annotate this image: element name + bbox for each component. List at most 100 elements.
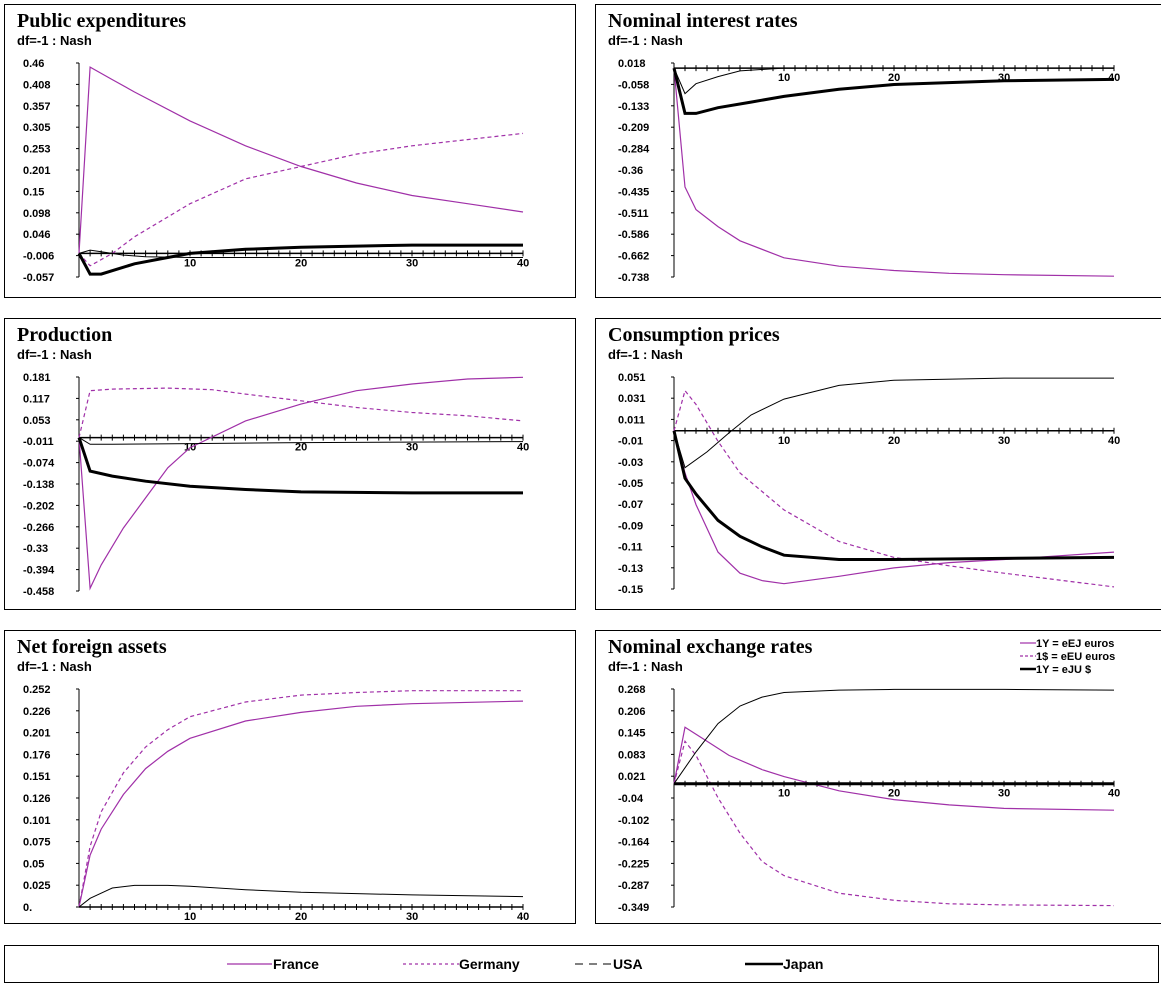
y-tick-label: 0.176 [23,749,51,761]
series-line-france [78,700,524,908]
y-tick-label: 0.053 [23,415,51,427]
series-line-usa [78,437,524,445]
y-tick-label: -0.511 [618,208,649,220]
y-tick-label: 0.025 [23,880,51,892]
x-tick-label: 20 [888,435,900,447]
x-tick-label: 40 [517,257,529,269]
y-tick-label: 0.021 [618,771,646,783]
legend-label-france: France [273,956,319,972]
y-tick-label: -0.33 [23,543,48,555]
y-tick-label: -0.284 [618,144,650,156]
series-line-france [78,66,524,254]
chart-title: Production [17,324,112,346]
y-tick-label: 0.181 [23,372,51,384]
series-line-usa [673,688,1115,784]
chart-subtitle: df=-1 : Nash [608,347,683,362]
series-line-japan [77,437,523,495]
x-tick-label: 30 [998,435,1010,447]
x-tick-label: 30 [998,788,1010,800]
series-line-usa [673,377,1114,469]
y-tick-label: -0.266 [23,522,54,534]
y-tick-label: 0.46 [23,58,44,70]
x-tick-label: 30 [406,442,418,454]
y-tick-label: 0.011 [618,414,645,426]
series-line-germany [78,690,523,908]
chart-subtitle: df=-1 : Nash [17,347,92,362]
global-legend: France Germany USA Japan [4,945,1159,983]
chart-title: Nominal exchange rates [608,636,813,658]
series-line-france [673,430,1115,585]
y-tick-label: 0.408 [23,79,51,91]
y-tick-label: -0.057 [23,272,54,284]
chart-title: Net foreign assets [17,636,167,658]
panel-legend-label: 1$ = eEU euros [1036,651,1115,663]
y-tick-label: 0.031 [618,393,646,405]
series-line-germany [673,389,1115,588]
y-tick-label: 0.357 [23,101,51,113]
y-tick-label: 0.05 [23,858,44,870]
y-tick-label: 0.101 [23,815,51,827]
y-tick-label: 0.018 [618,58,646,70]
y-tick-label: -0.138 [23,479,54,491]
y-tick-label: -0.36 [618,165,643,177]
y-tick-label: 0.252 [23,684,51,696]
y-tick-label: -0.202 [23,500,54,512]
y-tick-label: -0.11 [618,542,642,554]
x-tick-label: 20 [888,72,900,84]
y-tick-label: 0.151 [23,771,51,783]
x-tick-label: 40 [517,911,529,923]
y-tick-label: 0.201 [23,165,51,177]
y-tick-label: 0.226 [23,706,51,718]
y-tick-label: -0.13 [618,563,643,575]
legend-label-japan: Japan [783,956,823,972]
y-tick-label: -0.09 [618,520,643,532]
y-tick-label: -0.102 [618,815,649,827]
y-tick-label: -0.287 [618,880,649,892]
series-line-france [78,376,524,591]
chart-subtitle: df=-1 : Nash [608,659,683,674]
chart-title: Consumption prices [608,324,780,346]
y-tick-label: -0.662 [618,251,649,263]
y-tick-label: -0.058 [618,79,649,91]
y-tick-label: 0.206 [618,706,646,718]
y-tick-label: 0.117 [23,393,50,405]
y-tick-label: -0.04 [618,793,644,805]
x-tick-label: 10 [184,257,196,269]
y-tick-label: -0.05 [618,478,643,490]
y-tick-label: -0.586 [618,229,649,241]
y-tick-label: -0.349 [618,902,649,914]
chart-panel-2: Nominal interest rates df=-1 : Nash 0.018 -… [595,4,1161,298]
y-tick-label: -0.164 [618,837,650,849]
chart-title: Public expenditures [17,10,186,32]
chart-panel-4: Consumption prices df=-1 : Nash 0.051 0.031… [595,318,1161,610]
x-tick-label: 10 [778,72,790,84]
y-tick-label: 0.051 [618,372,646,384]
x-tick-label: 20 [295,257,307,269]
chart-panel-5: Net foreign assets df=-1 : Nash 0.252 0.226… [4,630,576,924]
x-tick-label: 20 [295,911,307,923]
y-tick-label: -0.458 [23,586,54,598]
y-tick-label: 0.253 [23,144,51,156]
y-tick-label: -0.435 [618,186,649,198]
y-tick-label: 0.145 [618,728,646,740]
y-tick-label: -0.225 [618,858,649,870]
chart-subtitle: df=-1 : Nash [17,33,92,48]
y-tick-label: 0.305 [23,122,51,134]
panel-legend-label: 1Y = eEJ euros [1036,638,1114,650]
series-line-japan [672,430,1115,561]
y-tick-label: 0.098 [23,208,51,220]
x-tick-label: 40 [517,442,529,454]
series-line-france [673,726,1115,811]
chart-title: Nominal interest rates [608,10,798,32]
y-tick-label: 0.201 [23,728,51,740]
y-tick-label: -0.133 [618,101,649,113]
chart-panel-1: Public expenditures df=-1 : Nash 0.46 0.408… [4,4,576,298]
x-tick-label: 10 [778,788,790,800]
series-line-japan [672,67,1115,115]
chart-panel-3: Production df=-1 : Nash 0.181 0.117 0.053 -0.… [4,318,576,610]
x-tick-label: 20 [295,442,307,454]
